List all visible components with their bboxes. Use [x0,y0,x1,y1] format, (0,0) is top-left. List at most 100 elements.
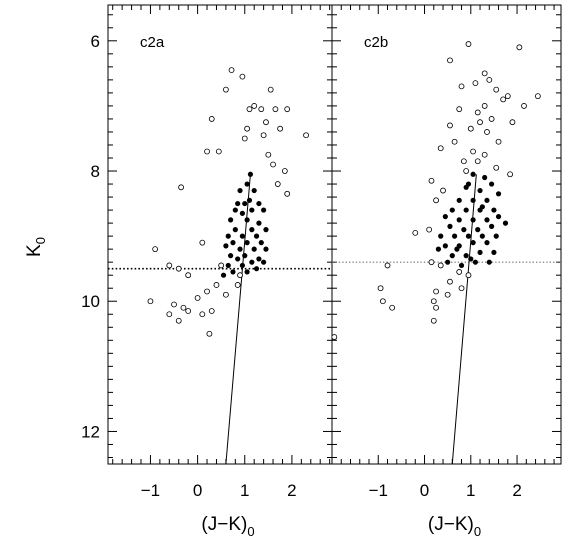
point-open [251,103,258,109]
point-filled [442,243,448,249]
point-filled [493,233,499,239]
point-open [147,298,154,305]
x-tick-label: 0 [193,481,202,500]
point-open [493,86,500,93]
point-filled [447,223,453,229]
point-open [444,291,451,298]
point-filled [479,233,485,239]
point-open [467,125,474,132]
point-filled [445,259,451,265]
point-open [185,308,192,314]
point-filled [220,272,227,278]
point-filled [225,233,231,239]
point-open [481,70,488,77]
point-filled [249,207,255,213]
point-open [488,116,495,122]
point-filled [223,243,229,249]
y-tick-label: 12 [81,422,100,441]
point-filled [449,207,455,213]
point-filled [486,259,492,265]
point-open [281,168,288,174]
point-filled [465,181,472,187]
point-filled [242,253,248,259]
plot-frame [331,4,562,465]
y-axis-label: K0 [24,237,48,257]
point-open [433,197,439,204]
point-open [389,304,396,311]
point-open [481,103,488,109]
point-open [463,168,470,174]
point-filled [242,200,248,207]
point-open [166,262,173,269]
point-open [465,41,472,47]
point-open [208,308,215,314]
point-filled [228,217,234,223]
y-tick-label: 6 [91,32,100,51]
point-open [218,262,225,269]
point-open [228,67,235,74]
point-open [277,125,284,132]
point-filled [225,262,231,269]
fit-line [451,174,477,465]
point-filled [502,220,509,226]
x-tick-label: 1 [240,481,249,500]
point-open [303,132,309,139]
panel-c2b: −1 0 1 2 (J−K)0 c2b [331,4,562,539]
point-filled [228,253,234,259]
panel-label: c2a [140,34,165,51]
point-open [521,103,527,109]
point-filled [489,223,495,229]
point-open [428,259,435,266]
point-open [493,164,500,171]
point-filled [253,266,260,272]
point-open [458,285,465,292]
point-filled [235,200,241,207]
x-tick-label: −1 [141,481,160,500]
point-open [433,304,439,311]
point-filled [256,200,262,207]
point-filled [477,249,483,256]
point-filled [251,187,257,194]
point-filled [479,204,485,210]
point-open [222,291,229,298]
point-filled [456,197,462,203]
point-filled [475,227,481,233]
point-open [206,330,213,337]
point-open [504,93,511,100]
point-open [194,295,201,301]
point-filled [451,233,458,239]
point-open [481,151,488,158]
point-open [331,334,338,340]
point-open [486,76,493,83]
point-open [430,298,437,305]
point-open [166,311,173,318]
point-filled [261,259,267,265]
point-filled [263,246,269,252]
x-axis-label: (J−K)0 [428,514,481,539]
point-open [437,145,444,152]
point-open [430,317,437,324]
point-filled [263,227,269,233]
point-open [222,86,229,93]
point-open [234,282,241,288]
point-open [175,265,182,272]
point-filled [463,253,469,259]
point-open [272,106,279,113]
point-filled [442,213,448,220]
plot-frame [107,4,333,465]
point-filled [251,246,257,252]
y-tick-label: 10 [81,292,100,311]
point-filled [256,220,262,226]
point-open [208,116,215,122]
point-open [412,229,419,236]
point-open [265,151,272,158]
point-filled [239,233,245,239]
point-open [477,119,483,126]
point-open [215,148,222,155]
point-open [270,161,276,168]
point-open [204,288,210,295]
point-open [516,44,523,51]
x-tick-label: −1 [369,481,388,500]
point-filled [491,249,497,256]
